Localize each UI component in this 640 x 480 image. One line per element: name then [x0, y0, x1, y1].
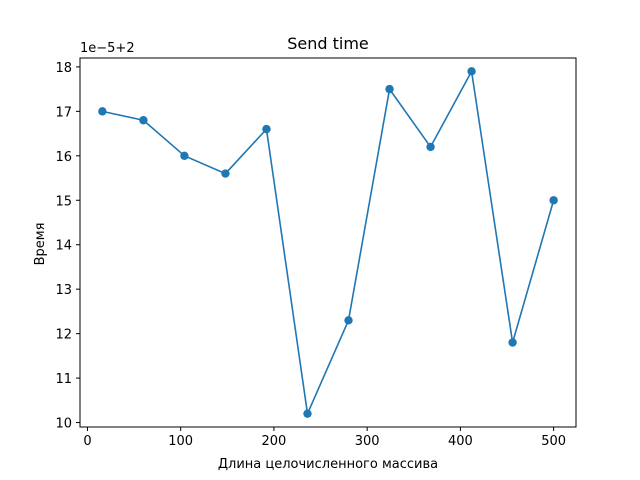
series-line	[102, 70, 555, 415]
x-tick-label: 500	[541, 434, 566, 449]
data-point	[467, 67, 476, 76]
data-point	[98, 107, 107, 116]
data-point	[344, 316, 353, 325]
x-tick-label: 200	[262, 434, 287, 449]
y-tick-label: 16	[55, 150, 72, 165]
chart-title: Send time	[287, 34, 369, 53]
x-tick-label: 0	[83, 434, 91, 449]
plot-frame	[79, 57, 577, 428]
x-tick-label: 300	[355, 434, 380, 449]
y-tick-label: 15	[55, 194, 72, 209]
y-axis-label: Время	[33, 223, 48, 266]
y-tick-label: 10	[55, 417, 72, 432]
data-point	[180, 151, 189, 161]
x-tick-label: 400	[448, 434, 473, 449]
x-axis-label: Длина целочисленного массива	[218, 457, 438, 472]
data-point	[303, 409, 312, 418]
y-tick-label: 18	[55, 61, 72, 76]
data-point	[139, 116, 148, 125]
y-tick-label: 17	[55, 105, 72, 120]
y-tick-label: 13	[55, 283, 72, 298]
x-tick-label: 100	[168, 434, 193, 449]
data-point	[262, 124, 271, 134]
y-tick-label: 12	[55, 328, 72, 343]
data-point	[426, 142, 435, 152]
data-point	[385, 84, 394, 94]
data-point	[221, 169, 230, 178]
y-tick-label: 14	[55, 239, 72, 254]
data-point	[508, 338, 517, 347]
y-tick-label: 11	[55, 372, 72, 387]
y-axis-offset-label: 1e−5+2	[80, 41, 135, 56]
data-point	[549, 196, 558, 205]
